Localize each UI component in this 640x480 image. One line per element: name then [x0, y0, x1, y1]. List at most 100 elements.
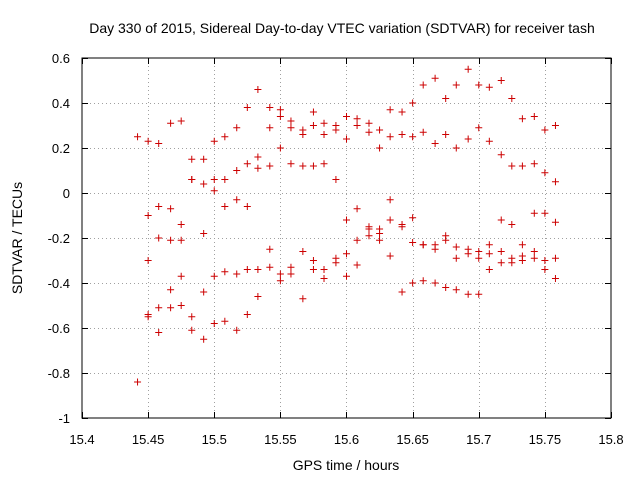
- data-point: [155, 304, 163, 312]
- data-point: [287, 263, 295, 271]
- data-point: [343, 216, 350, 224]
- data-point: [398, 223, 406, 231]
- data-point: [200, 288, 208, 296]
- data-point: [518, 115, 526, 123]
- data-point: [376, 236, 384, 244]
- data-point: [386, 133, 394, 141]
- data-point: [167, 236, 175, 244]
- data-point: [475, 290, 483, 298]
- data-point: [221, 317, 229, 325]
- data-point: [497, 248, 505, 255]
- data-point: [188, 326, 196, 334]
- data-point: [309, 122, 317, 129]
- data-point: [144, 212, 152, 219]
- data-point: [167, 286, 175, 294]
- y-axis-label: SDTVAR / TECUs: [9, 182, 25, 294]
- data-point: [452, 254, 460, 262]
- data-point: [276, 144, 284, 152]
- data-point: [431, 279, 439, 287]
- y-tick-label: -0.6: [48, 321, 70, 336]
- data-point: [475, 124, 483, 132]
- data-point: [221, 133, 229, 141]
- data-point: [144, 137, 152, 145]
- data-point: [276, 277, 284, 285]
- data-point: [353, 115, 361, 123]
- data-point: [243, 104, 251, 111]
- data-point: [551, 275, 559, 282]
- data-point: [210, 320, 218, 327]
- data-point: [243, 266, 251, 273]
- data-point: [332, 176, 340, 183]
- data-point: [530, 254, 538, 262]
- data-point: [299, 162, 307, 170]
- data-point: [276, 113, 284, 120]
- data-point: [386, 216, 394, 224]
- x-tick-label: 15.4: [69, 432, 94, 447]
- data-point: [155, 203, 163, 210]
- data-point: [287, 160, 295, 168]
- data-point: [485, 241, 493, 249]
- data-point: [320, 275, 328, 282]
- data-point: [309, 257, 317, 264]
- data-point: [221, 268, 229, 276]
- data-point: [254, 86, 262, 93]
- data-point: [419, 81, 427, 89]
- data-point: [233, 326, 241, 334]
- data-point: [353, 236, 361, 244]
- data-point: [518, 162, 526, 170]
- x-tick-labels: 15.4 15.45 15.5 15.55 15.6 15.65 15.7 15.75 15.8: [69, 432, 623, 447]
- data-point: [276, 106, 284, 114]
- data-point: [309, 266, 317, 273]
- data-point: [365, 225, 373, 233]
- data-point: [177, 117, 185, 125]
- data-point: [365, 119, 373, 127]
- data-point: [497, 77, 505, 84]
- data-point: [431, 245, 439, 253]
- x-tick-label: 15.5: [202, 432, 227, 447]
- data-point: [320, 160, 328, 168]
- chart-title: Day 330 of 2015, Sidereal Day-to-day VTE…: [89, 20, 595, 36]
- data-point: [276, 270, 284, 278]
- data-point: [210, 187, 218, 195]
- data-point: [398, 288, 406, 296]
- data-point: [144, 257, 152, 264]
- data-point: [497, 216, 505, 224]
- data-point: [134, 378, 142, 386]
- data-point: [266, 263, 274, 271]
- data-point: [155, 140, 163, 147]
- axis-ticks: [82, 58, 612, 419]
- data-point: [254, 164, 262, 172]
- data-point: [320, 266, 328, 273]
- data-point: [452, 81, 460, 89]
- data-point: [551, 178, 559, 186]
- data-point: [464, 135, 472, 143]
- data-point: [508, 221, 516, 228]
- data-point: [485, 137, 493, 145]
- data-point: [530, 209, 538, 217]
- data-point: [299, 295, 307, 303]
- data-point: [485, 83, 493, 91]
- data-point: [177, 236, 185, 244]
- data-point: [155, 329, 163, 336]
- data-point: [551, 122, 559, 129]
- y-tick-label: 0.4: [52, 96, 70, 111]
- data-point: [551, 218, 559, 226]
- data-point: [188, 155, 196, 163]
- data-point: [452, 243, 460, 251]
- data-point: [155, 234, 163, 242]
- data-point: [431, 140, 439, 147]
- y-tick-label: -0.2: [48, 231, 70, 246]
- data-point: [419, 128, 427, 136]
- data-point: [320, 119, 328, 127]
- data-point: [266, 104, 274, 111]
- data-point: [452, 144, 460, 152]
- data-point: [266, 162, 274, 170]
- data-point: [518, 257, 526, 264]
- data-point: [409, 99, 417, 107]
- data-point: [233, 167, 241, 174]
- data-point: [508, 95, 516, 102]
- y-tick-labels: -1 -0.8 -0.6 -0.4 -0.2 0 0.2 0.4 0.6: [48, 51, 70, 426]
- data-point: [530, 113, 538, 120]
- data-point: [541, 126, 549, 134]
